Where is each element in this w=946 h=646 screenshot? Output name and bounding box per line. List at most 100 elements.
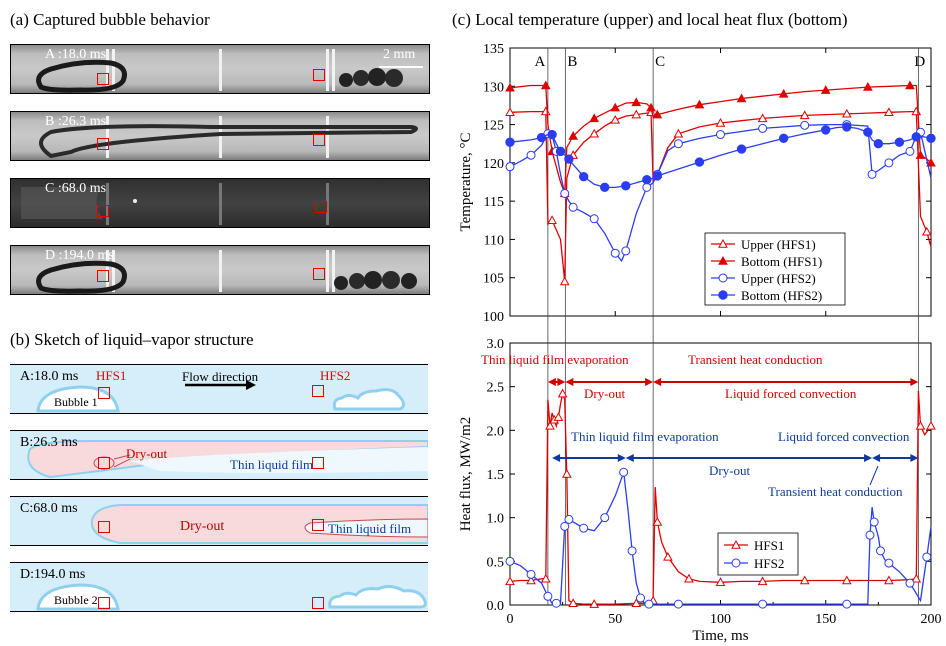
dryout-label: Dry-out: [126, 446, 168, 461]
temperature-y-tick-label: 135: [483, 42, 504, 57]
temperature-series-1-point: [694, 99, 705, 109]
phase-arrow-blue-head: [625, 454, 634, 462]
heatflux-series-1-point: [564, 514, 574, 524]
temperature-series-1-point: [863, 82, 873, 91]
x-tick-label: 0: [507, 612, 514, 627]
heatflux-series-0-point: [526, 575, 536, 585]
phase-arrow-red-head: [557, 378, 566, 386]
heatflux-series-0-point: [757, 576, 768, 586]
hfs1-marker: [97, 270, 109, 282]
heatflux-y-tick-label: 0.5: [487, 555, 505, 570]
legend-entry: HFS2: [754, 556, 784, 571]
photo-frame-b: B :26.3 ms: [10, 111, 430, 161]
temperature-series-1-point: [631, 97, 642, 107]
frame-label: B :26.3 ms: [45, 114, 107, 129]
temperature-series-3-point: [911, 132, 921, 142]
hfs2-marker: [313, 268, 325, 280]
temperature-series-1-point: [568, 131, 578, 140]
temperature-series-3-point: [894, 137, 905, 147]
phase-label-transient-1: Transient heat conduction: [688, 352, 823, 367]
temperature-series-0-point: [610, 114, 621, 124]
phase-arrow-blue-head: [864, 454, 873, 462]
temperature-series-0-point: [799, 110, 810, 120]
temperature-series-0-point: [673, 128, 684, 138]
temperature-series-2-point: [610, 248, 620, 258]
sketch-row-label: A:18.0 ms: [20, 369, 79, 384]
temperature-y-axis-label: Temperature, °C: [458, 132, 474, 231]
hfs2-marker: [313, 69, 325, 81]
heatflux-series-1-point: [673, 599, 683, 609]
photo-frame-a: A :18.0 ms 2 mm: [10, 44, 430, 94]
heatflux-series-0-point: [631, 598, 642, 607]
heatflux-series-0-point: [561, 468, 572, 478]
heatflux-series-0-point: [715, 577, 726, 586]
temperature-series-2-point: [905, 146, 915, 156]
x-tick-label: 150: [815, 612, 836, 627]
heatflux-series-0-point: [568, 598, 578, 607]
temperature-series-1-point: [652, 109, 663, 119]
heatflux-series-0-point: [684, 573, 694, 583]
temperature-series-3-point: [926, 133, 936, 144]
temperature-series-0-point: [921, 226, 932, 236]
temperature-series-0-point: [505, 107, 515, 117]
temperature-y-tick-label: 115: [484, 195, 504, 210]
hfs1-marker: [98, 457, 110, 469]
heatflux-y-axis-label: Heat flux, MW/m2: [458, 417, 474, 532]
temperature-series-3-point: [621, 181, 631, 191]
photo-frame-d: D :194.0 ms: [10, 245, 430, 295]
temperature-series-2-point: [589, 214, 599, 224]
temperature-series-3-point: [821, 125, 831, 135]
hfs1-marker: [98, 597, 110, 609]
legend-entry: Upper (HFS2): [741, 271, 816, 286]
hfs2-marker: [312, 519, 324, 531]
temperature-series-1-point: [820, 85, 831, 94]
legend-entry: HFS1: [754, 538, 784, 553]
bubble-label: Bubble 1: [54, 395, 98, 409]
temperature-series-2-point: [884, 158, 894, 168]
legend-marker: [718, 238, 728, 248]
temperature-series-3-point: [652, 171, 663, 181]
event-label: D: [914, 54, 925, 70]
heatflux-series-1-point: [543, 591, 553, 601]
heatflux-y-tick-label: 1.5: [487, 468, 505, 483]
heatflux-series-1-point: [619, 467, 629, 477]
sketch-row-label: B:26.3 ms: [20, 435, 78, 450]
temperature-legend-box: [704, 232, 846, 306]
temperature-series-1-point: [915, 150, 926, 159]
heatflux-series-1-point: [600, 513, 610, 523]
phase-arrow-blue-head: [617, 454, 626, 462]
heatflux-series-0-point: [652, 517, 663, 526]
panel-c-title: (c) Local temperature (upper) and local …: [452, 10, 848, 29]
temperature-series-3-point: [694, 157, 705, 167]
temperature-series-3-point: [873, 139, 884, 149]
temperature-series-3-point: [536, 132, 547, 143]
legend-marker: [731, 539, 741, 549]
heatflux-y-tick-label: 1.0: [487, 512, 505, 527]
heatflux-series-1-point: [865, 530, 875, 540]
phase-arrow-red-head: [565, 378, 574, 386]
temperature-series-2-point: [867, 169, 877, 179]
phase-label-forced-1: Liquid forced convection: [725, 386, 857, 401]
thin-film-label: Thin liquid film: [328, 521, 412, 536]
heatflux-series-1-point: [869, 517, 879, 527]
phase-label-thin-film-2: Thin liquid film evaporation: [571, 429, 719, 444]
temperature-y-tick-label: 130: [483, 80, 504, 95]
bubble-label: Bubble 2: [54, 593, 98, 607]
heatflux-series-1-point: [758, 599, 768, 609]
heatflux-series-1-point: [884, 558, 894, 568]
heatflux-series-1-point: [627, 546, 637, 556]
temperature-series-0-point: [884, 107, 894, 117]
temperature-series-2-point: [560, 188, 570, 198]
event-label: A: [534, 54, 545, 70]
temperature-series-3-point: [642, 175, 652, 185]
heatflux-series-0-point: [841, 575, 852, 585]
temperature-y-tick-label: 110: [484, 233, 504, 248]
heatflux-series-1-point: [636, 593, 646, 603]
hfs1-marker: [97, 138, 109, 150]
legend-entry: Upper (HFS1): [741, 237, 816, 252]
temperature-series-2-point: [505, 162, 515, 172]
temperature-y-tick-label: 120: [483, 157, 504, 172]
event-label: B: [567, 54, 577, 70]
temperature-series-3-point: [600, 182, 610, 193]
temperature-series-3-point: [547, 129, 557, 140]
